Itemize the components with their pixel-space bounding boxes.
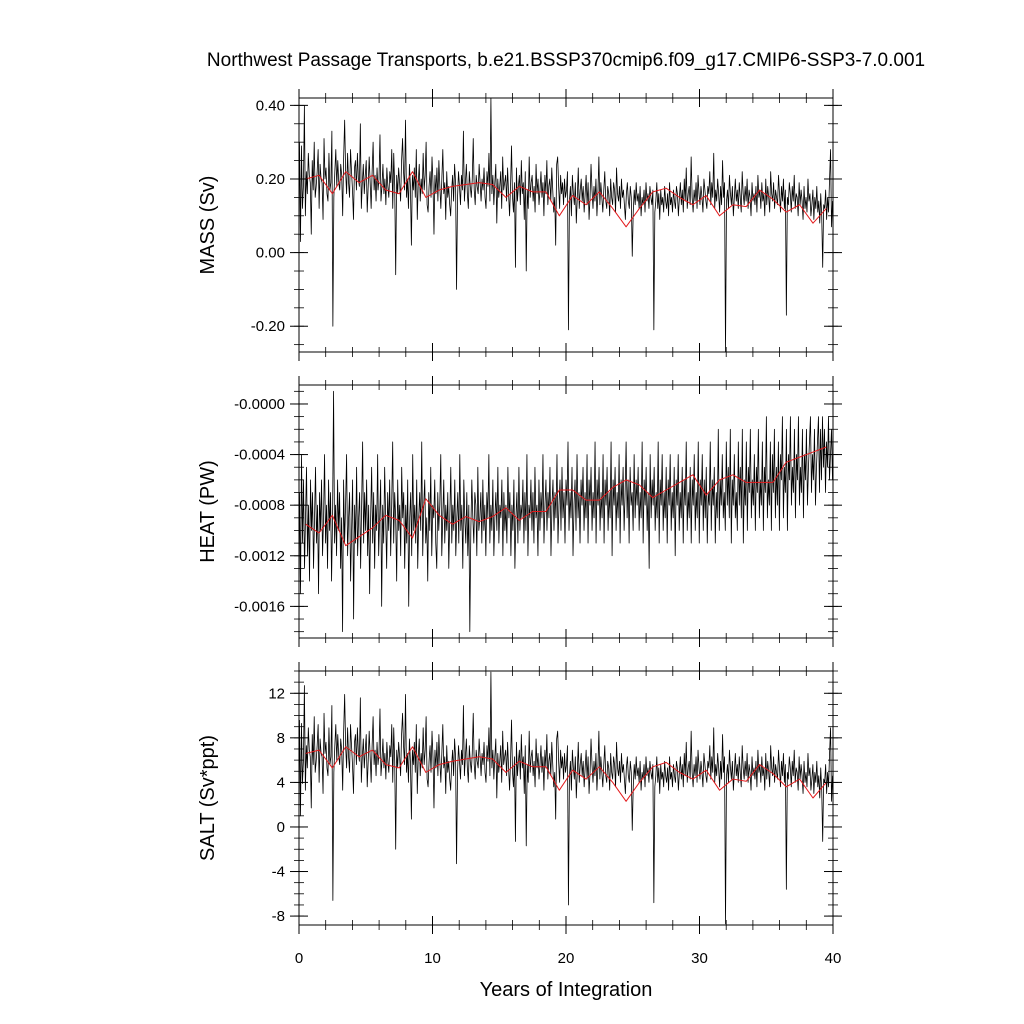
heat-y-tick-label: -0.0000 xyxy=(234,396,285,413)
salt-plot-frame xyxy=(298,670,834,926)
salt-annual-mean-line xyxy=(305,746,827,802)
salt-y-tick-label: 0 xyxy=(277,819,285,836)
salt-x-tick-label: 10 xyxy=(424,950,441,967)
mass-panel: -0.20 0.00 0.20 0.40 MASS (Sv) xyxy=(197,89,842,361)
heat-y-tick-label: -0.0016 xyxy=(234,598,285,615)
salt-x-tick-label: 40 xyxy=(825,950,842,967)
mass-y-tick-label: 0.00 xyxy=(256,245,285,262)
heat-panel: -0.0016 -0.0012 -0.0008 -0.0004 -0.0000 HEAT … xyxy=(197,376,842,647)
mass-monthly-series-line xyxy=(299,98,833,352)
mass-plot-frame xyxy=(298,97,834,353)
heat-y-axis-label: HEAT (PW) xyxy=(197,460,219,563)
salt-monthly-series-line xyxy=(299,671,833,925)
salt-panel: -8 -4 0 4 8 12 0 10 20 30 40 SALT (Sv*ppt) xyxy=(197,662,842,967)
heat-plot-frame xyxy=(298,384,834,639)
chart-title: Northwest Passage Transports, b.e21.BSSP… xyxy=(207,50,925,71)
heat-annual-mean-line xyxy=(305,446,827,547)
heat-y-tick-label: -0.0004 xyxy=(234,447,285,464)
salt-x-tick-label: 0 xyxy=(295,950,303,967)
salt-y-tick-label: 8 xyxy=(277,730,285,747)
mass-annual-mean-line xyxy=(305,171,827,228)
panels: -0.20 0.00 0.20 0.40 MASS (Sv) -0.0016 -0.0012… xyxy=(197,89,842,967)
heat-monthly-series-line xyxy=(299,390,833,633)
salt-y-tick-label: -4 xyxy=(272,864,285,881)
salt-y-axis-label: SALT (Sv*ppt) xyxy=(197,735,219,861)
salt-x-tick-label: 30 xyxy=(691,950,708,967)
heat-y-tick-label: -0.0012 xyxy=(234,548,285,565)
salt-y-tick-label: 4 xyxy=(277,774,285,791)
salt-y-tick-label: -8 xyxy=(272,908,285,925)
heat-y-tick-label: -0.0008 xyxy=(234,497,285,514)
x-axis-label: Years of Integration xyxy=(480,979,653,1001)
mass-y-axis-label: MASS (Sv) xyxy=(197,176,219,275)
mass-y-tick-label: 0.20 xyxy=(256,171,285,188)
mass-y-tick-label: -0.20 xyxy=(251,318,285,335)
salt-y-tick-label: 12 xyxy=(268,685,285,702)
salt-x-tick-label: 20 xyxy=(558,950,575,967)
mass-y-tick-label: 0.40 xyxy=(256,97,285,114)
